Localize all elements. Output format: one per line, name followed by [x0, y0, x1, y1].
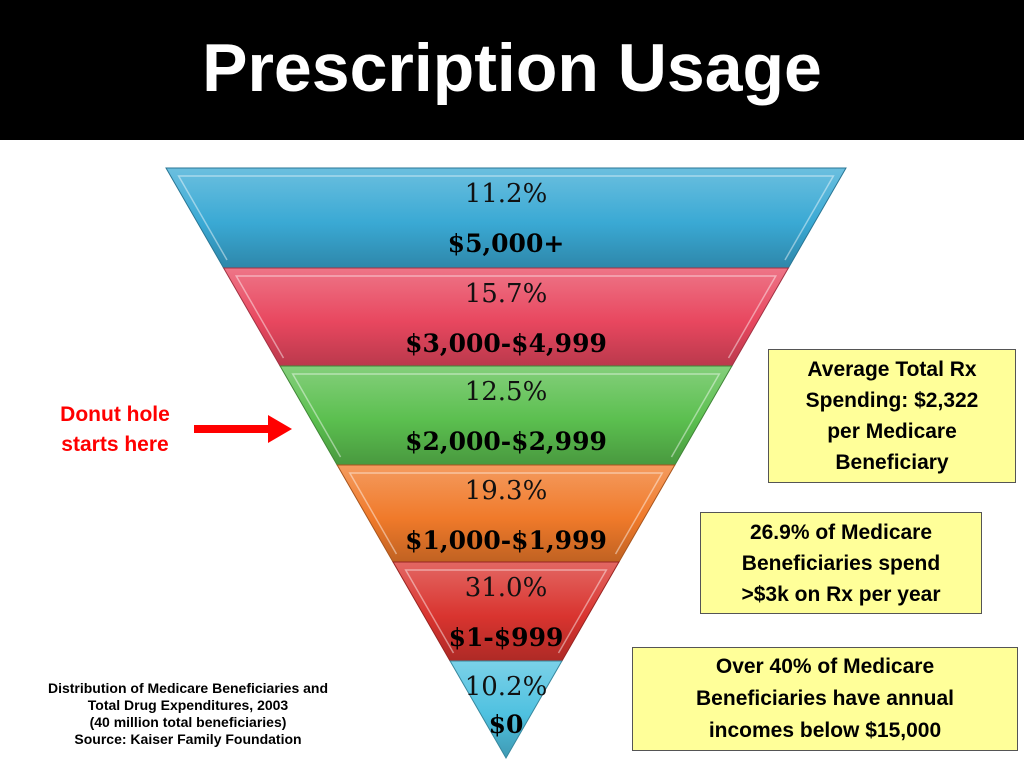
funnel-band-bevel — [348, 472, 664, 555]
funnel-segment-4: 19.3% $1,000-$1,999 — [336, 464, 676, 563]
callout-3-line-3: incomes below $15,000 — [708, 719, 942, 742]
segment-range: $1,000-$1,999 — [405, 526, 607, 555]
average-spending-callout: Average Total Rx Spending: $2,322 per Me… — [768, 349, 1016, 483]
callout-3-line-1: Over 40% of Medicare — [715, 655, 935, 678]
segment-percent: 19.3% — [465, 476, 548, 506]
segment-percent: 11.2% — [465, 179, 548, 209]
slide-title: Prescription Usage — [202, 30, 822, 106]
donut-hole-line-1: Donut hole — [60, 403, 170, 426]
segment-percent: 12.5% — [465, 377, 548, 407]
caption-line-1: Distribution of Medicare Beneficiaries a… — [47, 680, 329, 696]
callout-1-line-1: Average Total Rx — [807, 358, 977, 381]
funnel-band-bevel — [177, 175, 835, 261]
callout-1-line-2: Spending: $2,322 — [805, 389, 979, 412]
funnel-band-bevel — [234, 275, 778, 359]
callout-1-line-4: Beneficiary — [835, 451, 949, 474]
caption-line-3: (40 million total beneficiaries) — [89, 714, 287, 730]
callout-2-line-1: 26.9% of Medicare — [749, 520, 933, 544]
funnel-band-bevel — [404, 569, 608, 654]
segment-range: $1-$999 — [449, 623, 564, 652]
segment-range: $5,000+ — [448, 229, 565, 258]
segment-percent: 10.2% — [465, 672, 548, 702]
funnel-segment-5: 31.0% $1-$999 — [392, 561, 620, 662]
callout-2-line-3: >$3k on Rx per year — [741, 582, 941, 606]
funnel-band — [449, 660, 563, 760]
caption-line-2: Total Drug Expenditures, 2003 — [87, 697, 289, 713]
segment-range: $2,000-$2,999 — [405, 427, 607, 456]
callout-2-line-2: Beneficiaries spend — [741, 551, 941, 575]
segment-percent: 31.0% — [465, 573, 548, 603]
callout-3-line-2: Beneficiaries have annual — [696, 687, 954, 710]
segment-percent: 15.7% — [465, 279, 548, 309]
title-bar — [0, 0, 1024, 140]
high-spenders-callout: 26.9% of Medicare Beneficiaries spend >$… — [700, 512, 982, 614]
segment-range: $0 — [489, 710, 524, 739]
right-arrow-icon — [194, 415, 292, 443]
source-caption: Distribution of Medicare Beneficiaries a… — [8, 680, 368, 748]
caption-line-4: Source: Kaiser Family Foundation — [74, 731, 302, 747]
donut-hole-line-2: starts here — [61, 433, 169, 456]
funnel-segment-3: 12.5% $2,000-$2,999 — [279, 365, 733, 466]
funnel-band-bevel — [291, 373, 721, 458]
funnel-segment-6: 10.2% $0 — [449, 660, 563, 760]
callout-1-line-3: per Medicare — [827, 420, 957, 443]
funnel-segment-1: 11.2% $5,000+ — [165, 167, 847, 269]
segment-range: $3,000-$4,999 — [405, 329, 607, 358]
funnel-segment-2: 15.7% $3,000-$4,999 — [222, 267, 790, 367]
donut-hole-label: Donut hole starts here — [30, 400, 200, 460]
low-income-callout: Over 40% of Medicare Beneficiaries have … — [632, 647, 1018, 751]
